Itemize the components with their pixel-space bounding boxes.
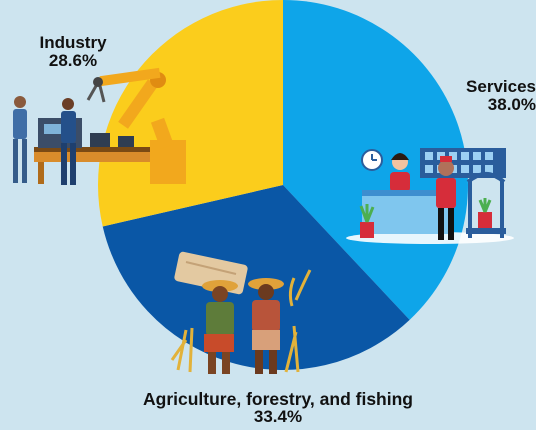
services-illustration-icon: [346, 148, 514, 244]
services-label-value: 38.0%: [487, 94, 536, 114]
agriculture-label-name: Agriculture, forestry, and fishing: [143, 389, 413, 409]
industry-label-value: 28.6%: [48, 50, 98, 70]
agriculture-label: Agriculture, forestry, and fishing 33.4%: [88, 390, 468, 426]
pie-slices: [97, 0, 468, 370]
pie-slice-industry: [97, 0, 283, 227]
agriculture-illustration-icon: [170, 251, 312, 374]
industry-label-name: Industry: [39, 33, 107, 52]
services-label-name: Services: [466, 77, 536, 96]
pie-slice-agriculture: [102, 185, 410, 370]
industry-illustration-icon: [13, 67, 186, 185]
industry-label: Industry 28.6%: [18, 34, 128, 70]
agriculture-label-value: 33.4%: [253, 407, 303, 427]
services-label: Services 38.0%: [432, 78, 536, 114]
